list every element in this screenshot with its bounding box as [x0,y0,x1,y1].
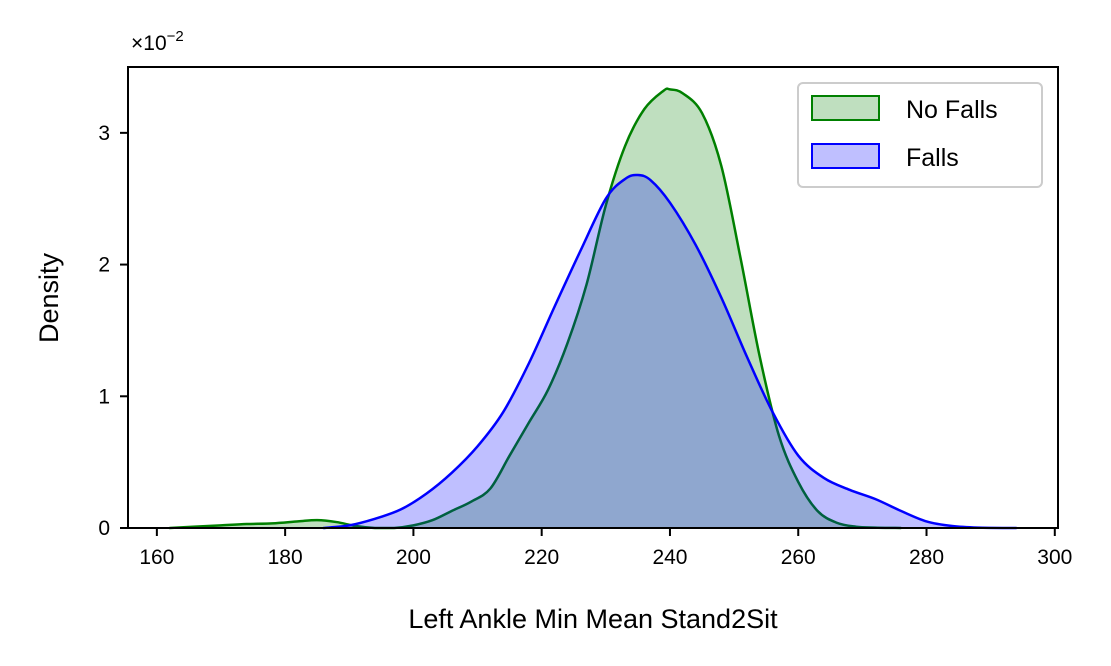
x-tick-label: 180 [268,546,303,569]
legend-swatch-falls [811,143,880,169]
x-axis-ticks: 160 180 200 220 240 260 280 300 [139,528,1072,569]
legend-swatch-no-falls [811,95,880,121]
density-fill-falls [323,174,1017,528]
density-line-falls [322,173,1018,530]
x-tick-label: 280 [909,546,944,569]
y-axis-multiplier: ×10−2 [131,28,184,55]
y-axis-multiplier-exponent: −2 [167,28,184,45]
x-tick-label: 200 [396,546,431,569]
x-tick-label: 240 [652,546,687,569]
y-axis-ticks: 0 1 2 3 [98,122,128,540]
density-fill-no-falls [169,88,901,529]
legend-label-falls: Falls [906,144,959,172]
y-axis-multiplier-base: ×10 [131,32,167,55]
y-tick-label: 1 [98,385,110,408]
legend: No Falls Falls [797,82,1043,188]
x-tick-label: 160 [139,546,174,569]
x-axis-label: Left Ankle Min Mean Stand2Sit [408,604,778,634]
y-tick-label: 3 [98,122,110,145]
density-areas [168,87,1018,530]
y-tick-label: 0 [98,517,110,540]
legend-label-no-falls: No Falls [906,96,998,124]
x-tick-label: 260 [781,546,816,569]
density-line-no-falls [168,87,903,530]
y-axis-label: Density [34,252,64,343]
x-tick-label: 300 [1037,546,1072,569]
plot-frame [127,66,1059,529]
y-tick-label: 2 [98,254,110,277]
legend-box [797,82,1043,188]
x-tick-label: 220 [524,546,559,569]
